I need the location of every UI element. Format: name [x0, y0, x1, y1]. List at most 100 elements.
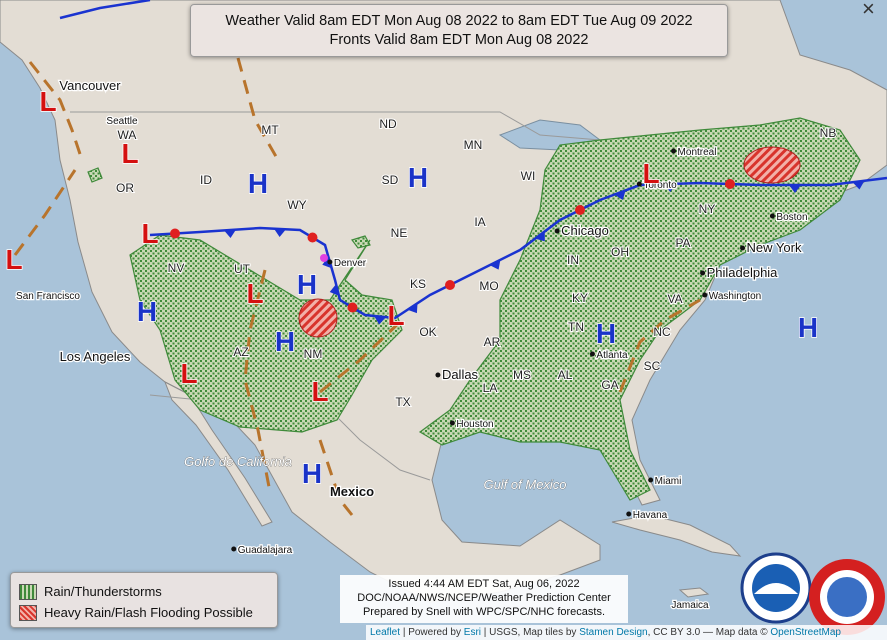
city-dot: [554, 228, 560, 234]
city-dot: [589, 351, 595, 357]
pressure-center: L: [141, 218, 158, 249]
warm-front-symbol: [347, 302, 358, 313]
title-box: Weather Valid 8am EDT Mon Aug 08 2022 to…: [190, 4, 728, 57]
attribution-link[interactable]: Esri: [463, 627, 482, 638]
warm-front-symbol: [445, 280, 455, 290]
place-label: Dallas: [442, 367, 479, 382]
pressure-center: L: [180, 358, 197, 389]
state-label: IA: [474, 215, 485, 229]
state-label: NM: [304, 347, 323, 361]
pressure-center: L: [387, 300, 404, 331]
state-label: IN: [567, 253, 579, 267]
front-line: [149, 176, 887, 320]
state-label: ND: [379, 117, 397, 131]
rain-areas: [87, 117, 861, 501]
labels: Vancouver Seattle San Francisco Los Angeles…: [5, 77, 838, 613]
state-label: MT: [261, 123, 279, 137]
state-label: TX: [395, 395, 410, 409]
state-label: KS: [410, 277, 426, 291]
pressure-center: H: [297, 269, 317, 300]
attribution-text: | Powered by: [402, 627, 461, 638]
cuba: [611, 514, 742, 557]
place-label: Los Angeles: [60, 349, 131, 364]
cold-front-symbol: [374, 315, 386, 325]
state-label: OH: [611, 245, 629, 259]
state-label: SD: [382, 173, 399, 187]
cold-front-symbol: [407, 303, 418, 314]
legend-item: Rain/Thunderstorms: [19, 581, 277, 602]
state-label: LA: [483, 381, 498, 395]
pressure-center: H: [137, 296, 157, 327]
place-label: Vancouver: [59, 78, 121, 93]
legend-label: Heavy Rain/Flash Flooding Possible: [44, 605, 253, 620]
cold-front-symbol: [489, 259, 501, 270]
place-label: Denver: [334, 258, 367, 269]
state-label: AL: [558, 368, 573, 382]
state-label: UT: [234, 262, 251, 276]
cold-front-symbol: [614, 190, 626, 200]
attribution-link[interactable]: Leaflet: [370, 627, 401, 638]
city-dot: [671, 148, 677, 154]
legend-label: Rain/Thunderstorms: [44, 584, 162, 599]
state-label: WY: [287, 198, 306, 212]
state-label: NC: [653, 325, 671, 339]
place-label: Houston: [456, 419, 493, 430]
legend: Rain/Thunderstorms Heavy Rain/Flash Floo…: [10, 572, 278, 628]
attribution-link[interactable]: Stamen Design: [579, 627, 648, 638]
close-button[interactable]: ×: [862, 0, 875, 21]
state-label: MN: [464, 138, 483, 152]
pressure-center: H: [275, 326, 295, 357]
pressure-center: H: [248, 168, 268, 199]
pressure-center: H: [408, 162, 428, 193]
state-label: OR: [116, 181, 134, 195]
cold-front-symbol: [535, 231, 545, 242]
state-label: NE: [391, 226, 408, 240]
cold-front-symbol: [789, 185, 801, 193]
issued-line: DOC/NOAA/NWS/NCEP/Weather Prediction Cen…: [357, 592, 611, 604]
state-label: KY: [572, 291, 588, 305]
state-label: NV: [168, 261, 185, 275]
place-label: Boston: [776, 212, 807, 223]
state-label: NY: [699, 202, 716, 216]
attribution-text: , CC BY 3.0 — Map data ©: [647, 627, 768, 638]
city-dot: [435, 372, 441, 378]
state-label: GA: [601, 378, 618, 392]
city-dot: [626, 511, 632, 517]
place-label: Jamaica: [671, 600, 709, 611]
logos: [740, 552, 885, 635]
state-label: AZ: [233, 345, 248, 359]
issued-line: Issued 4:44 AM EDT Sat, Aug 06, 2022: [388, 578, 580, 590]
attribution-link[interactable]: OpenStreetMap: [770, 627, 841, 638]
pressure-center: L: [121, 138, 138, 169]
pressure-center: L: [246, 278, 263, 309]
pressure-center: L: [5, 244, 22, 275]
cold-front-symbol: [329, 284, 339, 296]
state-label: VA: [667, 292, 682, 306]
state-label: WI: [521, 169, 536, 183]
place-label: Seattle: [106, 116, 138, 127]
cold-front-symbol: [224, 229, 236, 238]
issued-line: Prepared by Snell with WPC/SPC/NHC forec…: [362, 606, 606, 618]
cold-front-symbol: [664, 183, 676, 192]
cold-front-symbol: [322, 256, 332, 269]
triple-point: [320, 254, 328, 262]
place-label: Philadelphia: [707, 265, 779, 280]
pressure-center: L: [39, 86, 56, 117]
jamaica-island: [678, 587, 710, 598]
pressure-center: L: [311, 376, 328, 407]
baja: [164, 380, 273, 527]
city-dot: [636, 181, 642, 187]
city-dot: [231, 546, 237, 552]
heavy-rain-areas: [298, 146, 801, 338]
place-label: Havana: [633, 510, 668, 521]
city-dot: [700, 270, 706, 276]
fronts: [59, 0, 887, 325]
state-label: SC: [644, 359, 661, 373]
pressure-center: H: [596, 318, 616, 349]
issued-box: Issued 4:44 AM EDT Sat, Aug 06, 2022 DOC…: [340, 575, 628, 623]
place-label: Guadalajara: [238, 545, 293, 556]
warm-front-symbol: [575, 205, 585, 215]
warm-front-symbol: [307, 232, 318, 243]
